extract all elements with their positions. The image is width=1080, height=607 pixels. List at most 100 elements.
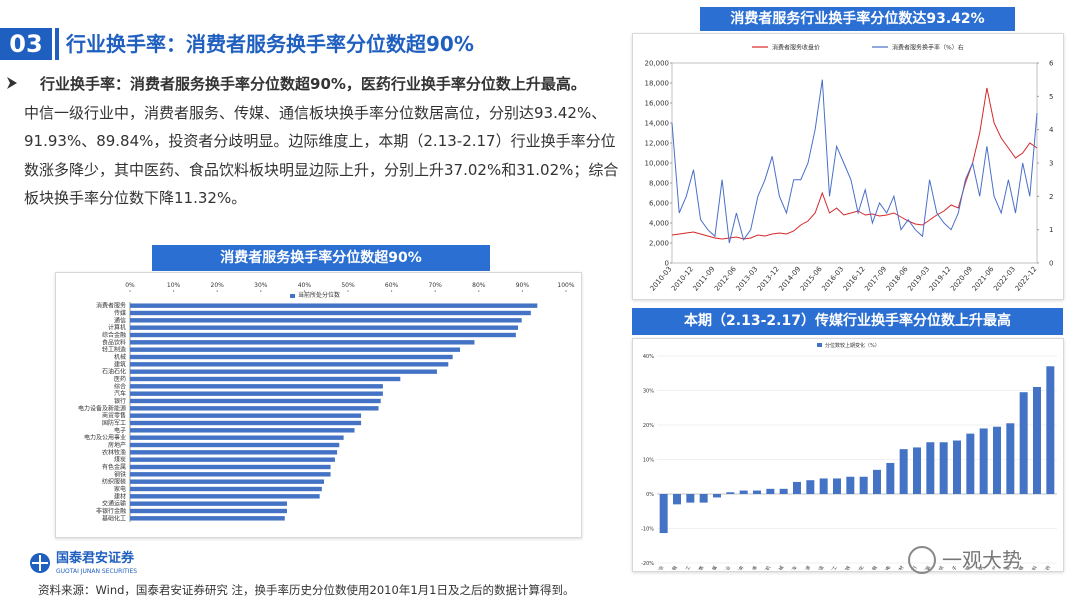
x-tick-label: 80%	[472, 282, 486, 289]
y-tick-label: 农林牧渔	[102, 448, 126, 456]
y2-tick-label: 3	[1049, 160, 1053, 168]
bar	[130, 420, 362, 426]
x-tick-label: 0%	[125, 282, 135, 289]
bar	[766, 488, 775, 494]
x-tick-label: 2022-12	[1014, 265, 1039, 293]
x-tick-label: 石油石化	[850, 564, 865, 570]
y-tick-label: 0%	[646, 492, 654, 498]
bar	[130, 428, 355, 433]
bar	[833, 478, 841, 494]
x-tick-label: 40%	[298, 282, 312, 289]
bar	[819, 478, 828, 494]
bar	[953, 440, 961, 494]
x-tick-label: 10%	[167, 282, 181, 289]
y-tick-label: 银行	[114, 397, 126, 405]
y-tick-label: 40%	[643, 354, 654, 360]
y2-tick-label: 6	[1049, 60, 1054, 68]
bar	[130, 347, 461, 352]
y-tick-label: 钢铁	[114, 470, 126, 478]
x-tick-label: 房地产	[986, 564, 999, 570]
y2-tick-label: 2	[1049, 193, 1053, 201]
bullet-text: 中信一级行业中，消费者服务、传媒、通信板块换手率分位数居高位，分别达93.42%…	[24, 103, 619, 208]
y-tick-label: -10%	[641, 527, 654, 533]
chart: 0% 10% 20% 30% 40% 50% 60% 70% 80% 90% 100% 当前所处分位数…	[78, 282, 575, 522]
bar	[793, 481, 801, 494]
y-tick-label: 8,000	[649, 180, 669, 188]
y-tick-label: 传媒	[114, 309, 126, 317]
line-series	[671, 87, 1038, 240]
y2-tick-label: 4	[1049, 126, 1054, 134]
x-tick-label: 计算机	[759, 564, 772, 570]
bar	[130, 464, 331, 470]
y-tick-label: 综合金融	[102, 331, 126, 339]
legend-swatch	[817, 343, 822, 347]
bar	[130, 457, 335, 462]
bar	[130, 391, 383, 396]
header-bar	[55, 28, 59, 60]
x-tick-label: 银行	[908, 564, 919, 570]
chart-frame	[632, 338, 1064, 572]
y-tick-label: 10,000	[645, 160, 670, 168]
bar	[779, 488, 788, 494]
x-tick-label: 商贸零售	[690, 564, 705, 570]
y-tick-label: 20,000	[645, 60, 670, 68]
section-number: 03	[0, 28, 52, 60]
bar	[846, 476, 855, 494]
y-tick-label: 12,000	[645, 140, 670, 148]
x-tick-label: 90%	[516, 282, 530, 289]
watermark: 一观大势	[908, 546, 1022, 574]
logo-name: 国泰君安证券	[56, 550, 135, 566]
y-tick-label: 电力设备及新能源	[78, 404, 126, 412]
legend-swatch	[290, 294, 295, 298]
source-note: 资料来源：Wind，国泰君安证券研究 注，换手率历史分位数使用2010年1月1日…	[38, 583, 575, 597]
y-tick-label: 4,000	[649, 220, 669, 228]
bar	[1046, 366, 1055, 494]
x-tick-label: 60%	[385, 282, 399, 289]
bullet-marker	[7, 77, 17, 89]
bullet-heading: 行业换手率：消费者服务换手率分位数超90%，医药行业换手率分位数上升最高。	[40, 75, 586, 93]
bar	[130, 354, 453, 360]
bar	[1006, 423, 1015, 494]
y-tick-label: 18,000	[645, 80, 670, 88]
chart: -20% -10% 0% 10% 20% 30% 40% 分位数较上期变化（%） 综合综合金融基…	[641, 342, 1057, 570]
y-tick-label: 食品饮料	[102, 338, 126, 346]
x-tick-label: 70%	[429, 282, 443, 289]
y-tick-label: 6,000	[649, 200, 669, 208]
bar	[739, 490, 748, 494]
x-tick-label: 100%	[557, 282, 574, 289]
y2-tick-label: 1	[1049, 226, 1053, 234]
y-tick-label: 有色金属	[102, 463, 126, 471]
y-tick-label: 16,000	[645, 100, 670, 108]
bar	[659, 494, 668, 534]
y-tick-label: 综合	[114, 382, 126, 390]
logo-en: GUOTAI JUNAN SECURITIES	[56, 568, 137, 575]
line-series	[671, 79, 1038, 244]
x-tick-label: 建材	[895, 564, 906, 570]
x-tick-label: 家电	[882, 564, 893, 570]
bar	[130, 472, 331, 477]
x-tick-label: 医药	[1042, 564, 1053, 570]
bar	[130, 303, 538, 308]
bar	[130, 376, 401, 382]
y-tick-label: 交通运输	[102, 500, 126, 508]
y-tick-label: 电力及公用事业	[84, 434, 126, 442]
x-tick-label: 汽车	[788, 564, 799, 570]
x-tick-label: 基础化工	[677, 564, 692, 570]
bar	[939, 442, 948, 494]
y-tick-label: -20%	[641, 561, 654, 567]
y-tick-label: 煤炭	[114, 456, 126, 464]
bar	[130, 494, 320, 499]
y-tick-label: 0	[665, 260, 669, 268]
y-tick-label: 家电	[114, 485, 126, 493]
logo: 国泰君安证券 GUOTAI JUNAN SECURITIES	[30, 550, 137, 575]
legend-label: 消费者服务换手率（%）右	[892, 44, 964, 52]
bar	[130, 442, 340, 448]
x-tick-label: 电子	[948, 564, 959, 570]
y-tick-label: 房地产	[108, 441, 126, 449]
y-tick-label: 轻工制造	[102, 346, 126, 354]
bar	[806, 480, 815, 494]
y-tick-label: 纺织服装	[102, 478, 126, 486]
y-tick-label: 计算机	[108, 324, 126, 332]
bar	[130, 398, 381, 404]
y-tick-label: 电子	[114, 426, 126, 434]
